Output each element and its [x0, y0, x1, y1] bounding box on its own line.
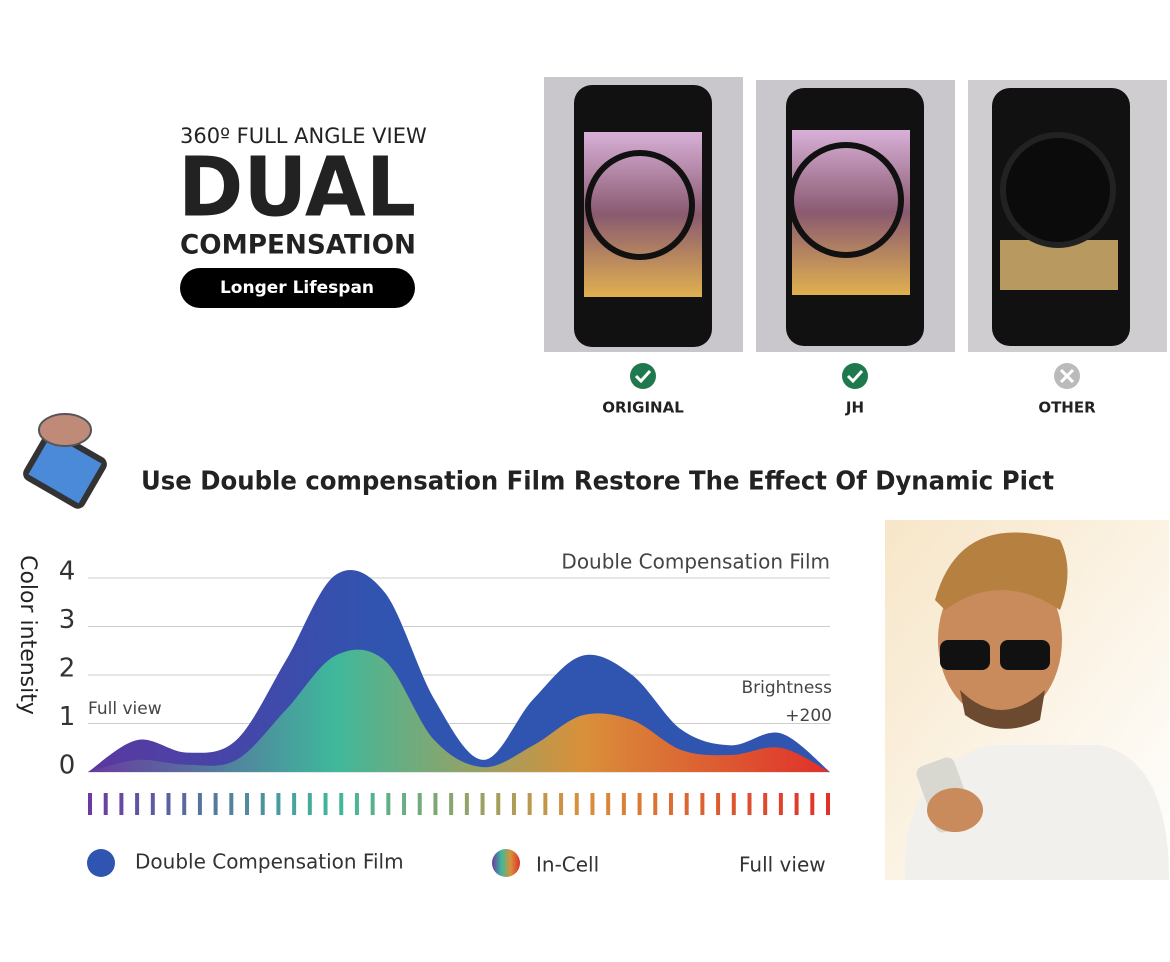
legend-label: Double Compensation Film	[135, 850, 404, 874]
legend-label: In-Cell	[536, 853, 599, 877]
title: DUAL	[178, 140, 416, 235]
y-axis-label: Color intensity	[15, 555, 40, 715]
annotation: +200	[785, 706, 832, 726]
photos	[544, 77, 1167, 352]
badge-text: Longer Lifespan	[220, 278, 374, 298]
compare-label: JH	[845, 399, 864, 417]
y-tick-label: 2	[59, 654, 76, 684]
badge	[180, 268, 415, 308]
headline: Use Double compensation Film Restore The…	[141, 467, 1054, 497]
y-tick-label: 1	[59, 702, 76, 732]
chart: Color intensity Double Compensation Film…	[15, 550, 832, 877]
area	[88, 569, 830, 772]
legend-label: Full view	[739, 853, 826, 877]
y-tick-label: 3	[59, 605, 76, 635]
legend-marker	[492, 849, 520, 877]
annotation: Brightness	[741, 678, 832, 698]
status-icons	[630, 363, 1080, 389]
kicker: 360º FULL ANGLE VIEW	[180, 124, 427, 148]
man-photo	[885, 520, 1169, 880]
y-tick-label: 0	[59, 751, 76, 781]
compare-label: ORIGINAL	[602, 399, 684, 417]
annotation: Full view	[88, 699, 162, 719]
y-tick-label: 4	[59, 557, 76, 587]
subtitle: COMPENSATION	[180, 230, 416, 261]
compare-label: OTHER	[1038, 399, 1096, 417]
phone-icon	[23, 413, 107, 509]
annotation: Double Compensation Film	[561, 550, 830, 574]
area	[88, 649, 830, 772]
legend-marker	[87, 849, 115, 877]
